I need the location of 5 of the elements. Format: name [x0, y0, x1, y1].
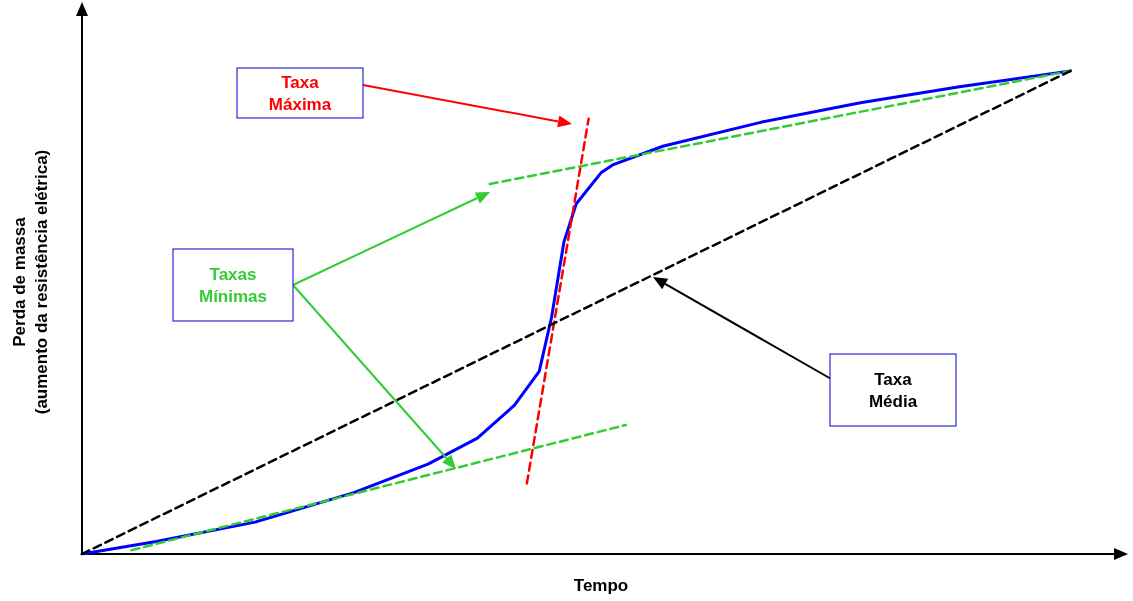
x-axis-title: Tempo: [573, 575, 629, 595]
y-axis-title: Perda de massa (aumento da resistência elétrica): [9, 149, 51, 415]
annotation: Taxa Média: [868, 370, 918, 411]
annotation: Taxa Máxima: [268, 73, 332, 114]
annotation: Taxas Mínimas: [198, 265, 268, 306]
